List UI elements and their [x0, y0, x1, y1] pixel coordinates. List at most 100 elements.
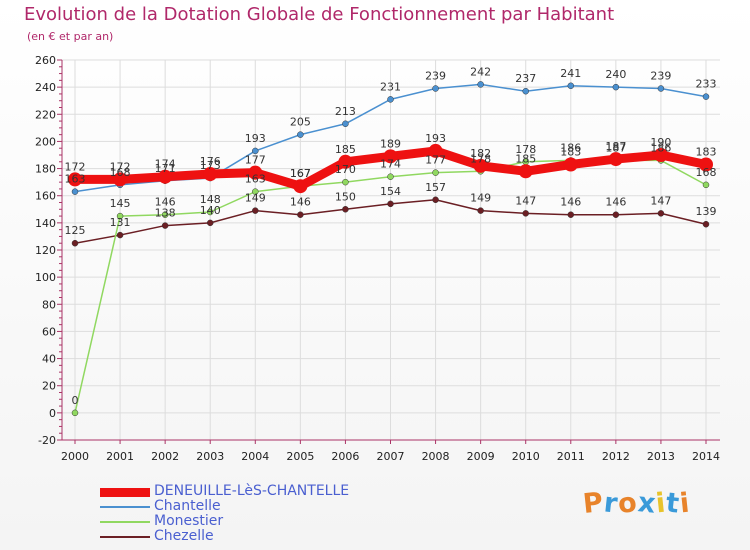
series-monestier-point — [342, 178, 349, 186]
data-label: 149 — [470, 192, 491, 205]
data-label: 145 — [110, 197, 131, 210]
series-deneuille-l-s-chantelle-point — [518, 164, 533, 179]
y-tick-label: 100 — [35, 271, 56, 284]
series-chezelle-point — [252, 207, 259, 214]
data-label: 138 — [155, 207, 176, 220]
series-chezelle-point — [342, 206, 349, 213]
legend-swatch — [100, 521, 150, 523]
y-tick-label: 200 — [35, 135, 56, 148]
series-chantelle-point — [567, 82, 575, 90]
data-label: 154 — [380, 185, 401, 198]
x-tick-label: 2010 — [512, 450, 540, 463]
series-chezelle-point — [612, 211, 620, 218]
series-chezelle-point — [432, 196, 439, 204]
data-label: 193 — [425, 132, 446, 145]
data-label: 174 — [155, 158, 176, 171]
series-chantelle-point — [612, 83, 620, 91]
legend-item-monestier[interactable]: Monestier — [100, 514, 349, 529]
data-label: 172 — [110, 160, 131, 173]
legend-label: DENEUILLE-LèS-CHANTELLE — [154, 483, 350, 499]
data-label: 157 — [425, 181, 446, 194]
x-tick-label: 2004 — [241, 450, 269, 463]
y-tick-label: 220 — [35, 108, 56, 121]
series-chezelle-point — [297, 211, 304, 218]
legend-item-deneuille[interactable]: DENEUILLE-LèS-CHANTELLE — [100, 484, 349, 499]
data-label: 146 — [560, 196, 581, 209]
data-label: 163 — [65, 173, 86, 186]
series-deneuille-l-s-chantelle-point — [428, 143, 443, 158]
series-deneuille-l-s-chantelle-point — [653, 148, 668, 162]
data-label: 171 — [155, 162, 176, 175]
series-monestier-point — [71, 409, 79, 417]
data-label: 147 — [650, 194, 671, 207]
series-chantelle-point — [252, 147, 259, 155]
legend: DENEUILLE-LèS-CHANTELLE Chantelle Monest… — [100, 484, 349, 544]
y-tick-label: 140 — [35, 217, 56, 230]
data-label: 186 — [560, 141, 581, 154]
series-monestier-point — [116, 212, 124, 220]
x-tick-label: 2006 — [331, 450, 359, 463]
series-chezelle-point — [522, 210, 529, 217]
y-tick-label: 180 — [35, 163, 56, 176]
data-label: 146 — [605, 196, 626, 209]
y-tick-label: 80 — [42, 298, 56, 311]
series-deneuille-l-s-chantelle-point — [203, 167, 218, 181]
data-label: 167 — [290, 167, 311, 180]
data-label: 147 — [515, 194, 536, 207]
data-label: 185 — [515, 152, 536, 165]
data-label: 183 — [696, 146, 717, 159]
series-deneuille-l-s-chantelle-point — [158, 169, 173, 184]
data-label: 183 — [560, 146, 581, 159]
legend-label: Chantelle — [154, 498, 221, 514]
series-deneuille-l-s-chantelle-point — [473, 158, 488, 173]
data-label: 213 — [335, 105, 356, 118]
data-label: 131 — [110, 216, 131, 229]
data-label: 176 — [200, 155, 221, 168]
data-label: 178 — [515, 143, 536, 156]
data-label: 170 — [335, 163, 356, 176]
series-chezelle-point — [567, 211, 575, 218]
y-tick-label: 20 — [42, 380, 56, 393]
logo-letter: i — [678, 487, 693, 520]
x-tick-label: 2012 — [602, 450, 630, 463]
legend-swatch — [100, 536, 150, 538]
data-label: 239 — [425, 70, 446, 83]
proxiti-logo[interactable]: Proxiti — [581, 487, 693, 520]
x-tick-label: 2007 — [377, 450, 405, 463]
data-label: 173 — [200, 159, 221, 172]
x-tick-label: 2009 — [467, 450, 495, 463]
data-label: 187 — [605, 141, 626, 154]
data-label: 231 — [380, 80, 401, 93]
y-tick-label: 260 — [35, 54, 56, 67]
data-label: 139 — [696, 205, 717, 218]
data-label: 172 — [65, 160, 86, 173]
data-label: 237 — [515, 72, 536, 85]
data-label: 150 — [335, 190, 356, 203]
series-monestier-point — [206, 208, 214, 216]
data-label: 0 — [72, 394, 79, 407]
series-deneuille-l-s-chantelle-point — [608, 152, 623, 167]
y-tick-label: 160 — [35, 190, 56, 203]
data-label: 185 — [335, 143, 356, 156]
data-label: 125 — [65, 224, 86, 237]
x-tick-label: 2013 — [647, 450, 675, 463]
series-deneuille-l-s-chantelle-point — [338, 154, 353, 169]
series-chezelle-point — [116, 231, 124, 239]
legend-item-chantelle[interactable]: Chantelle — [100, 499, 349, 514]
series-monestier-point — [432, 169, 439, 176]
series-chezelle-point — [206, 219, 214, 227]
data-label: 146 — [155, 196, 176, 209]
legend-item-chezelle[interactable]: Chezelle — [100, 529, 349, 544]
chart-title: Evolution de la Dotation Globale de Fonc… — [24, 4, 615, 25]
data-label: 205 — [290, 116, 311, 129]
data-label: 178 — [470, 152, 491, 165]
series-chantelle-point — [342, 120, 349, 128]
y-tick-label: -20 — [38, 434, 56, 447]
series-chantelle-point — [432, 85, 439, 92]
legend-label: Chezelle — [154, 528, 214, 544]
x-tick-label: 2000 — [61, 450, 89, 463]
data-label: 168 — [696, 166, 717, 179]
series-deneuille-l-s-chantelle-point — [68, 172, 82, 187]
series-deneuille-l-s-chantelle-point — [699, 157, 713, 172]
